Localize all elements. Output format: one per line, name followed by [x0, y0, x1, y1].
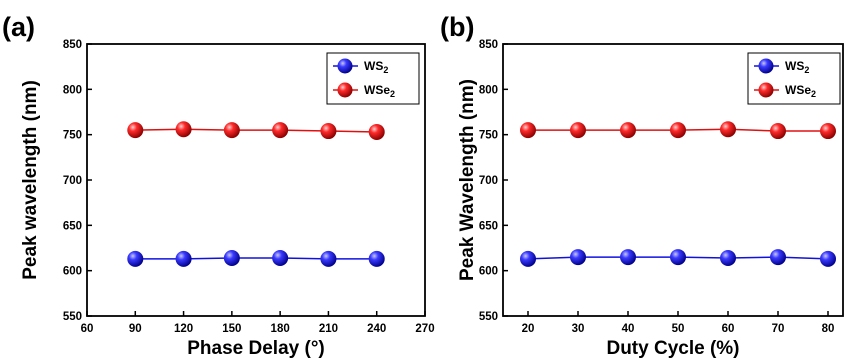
x-tick-label: 150 — [222, 323, 241, 335]
legend-b: WS2 WSe2 — [747, 52, 841, 105]
data-point-wse2 — [127, 122, 144, 139]
legend-marker-wse2-a — [337, 82, 353, 98]
x-tick-label: 60 — [81, 323, 94, 335]
y-tick-label: 850 — [479, 39, 498, 51]
y-tick-label: 700 — [63, 175, 82, 187]
x-ticks-b: 20 30 40 50 60 70 80 — [522, 311, 835, 335]
data-point-ws2 — [770, 249, 786, 266]
data-point-ws2 — [272, 249, 289, 266]
y-tick-label: 650 — [63, 220, 82, 232]
data-point-ws2 — [175, 250, 192, 267]
data-point-wse2 — [770, 123, 786, 140]
x-tick-label: 120 — [174, 323, 193, 335]
data-point-ws2 — [670, 249, 686, 266]
x-tick-label: 80 — [822, 323, 835, 335]
data-point-ws2 — [320, 250, 337, 267]
data-point-wse2 — [368, 123, 385, 140]
data-point-ws2 — [127, 250, 144, 267]
data-point-wse2 — [670, 122, 686, 139]
data-point-wse2 — [320, 123, 337, 140]
panel-label-b: (b) — [440, 12, 474, 42]
data-point-wse2 — [272, 122, 289, 139]
x-axis-title-a: Phase Delay (°) — [187, 338, 325, 359]
y-tick-label: 700 — [479, 175, 498, 187]
x-tick-label: 90 — [129, 323, 142, 335]
chart-panel-b: (b) 20 30 40 50 60 70 80 550 600 650 700 750 800 850… — [440, 12, 844, 359]
data-point-wse2 — [620, 122, 636, 139]
x-tick-label: 40 — [622, 323, 635, 335]
y-ticks-b: 550 600 650 700 750 800 850 — [479, 39, 508, 323]
y-axis-title-b: Peak Wavelength (nm) — [457, 79, 478, 281]
y-tick-label: 800 — [479, 84, 498, 96]
y-tick-label: 600 — [63, 266, 82, 278]
y-tick-label: 650 — [479, 220, 498, 232]
y-tick-label: 850 — [63, 39, 82, 51]
x-tick-label: 30 — [572, 323, 585, 335]
x-tick-label: 70 — [772, 323, 785, 335]
data-point-ws2 — [820, 250, 836, 267]
x-tick-label: 270 — [415, 323, 434, 335]
series-lines-b — [527, 128, 829, 260]
legend-a: WS2 WSe2 — [326, 52, 420, 105]
legend-label-ws2-b: WS2 — [785, 59, 809, 75]
data-point-ws2 — [223, 249, 240, 266]
data-point-ws2 — [520, 250, 536, 267]
panel-label-a: (a) — [2, 12, 35, 42]
y-ticks-a: 550 600 650 700 750 800 850 — [63, 39, 92, 323]
legend-marker-ws2-a — [337, 58, 353, 74]
x-tick-label: 240 — [367, 323, 386, 335]
data-points-b — [520, 121, 836, 267]
data-point-ws2 — [720, 249, 736, 266]
series-line-ws2 — [135, 257, 377, 260]
legend-label-wse2-a: WSe2 — [364, 83, 395, 99]
data-point-wse2 — [520, 122, 536, 139]
x-tick-label: 20 — [522, 323, 535, 335]
legend-marker-wse2-b — [758, 82, 774, 98]
x-tick-label: 210 — [319, 323, 338, 335]
data-point-ws2 — [368, 250, 385, 267]
data-point-wse2 — [570, 122, 586, 139]
y-tick-label: 550 — [479, 311, 498, 323]
data-point-ws2 — [620, 249, 636, 266]
x-tick-label: 180 — [271, 323, 290, 335]
x-tick-label: 50 — [672, 323, 685, 335]
data-point-wse2 — [820, 123, 836, 140]
legend-marker-ws2-b — [758, 58, 774, 74]
y-tick-label: 600 — [479, 266, 498, 278]
series-line-wse2 — [135, 128, 377, 133]
y-axis-title-a: Peak wavelength (nm) — [20, 80, 41, 280]
legend-label-wse2-b: WSe2 — [785, 83, 816, 99]
x-axis-title-b: Duty Cycle (%) — [606, 338, 739, 359]
data-point-wse2 — [175, 121, 192, 138]
chart-panel-a: (a) 60 90 120 150 180 210 240 270 550 600 650 700 7… — [2, 12, 435, 359]
y-tick-label: 750 — [63, 130, 82, 142]
x-ticks-a: 60 90 120 150 180 210 240 270 — [81, 311, 435, 335]
data-point-wse2 — [720, 121, 736, 138]
data-point-ws2 — [570, 249, 586, 266]
y-tick-label: 550 — [63, 311, 82, 323]
series-lines-a — [135, 128, 377, 260]
data-point-wse2 — [223, 122, 240, 139]
legend-label-ws2-a: WS2 — [364, 59, 388, 75]
x-tick-label: 60 — [722, 323, 735, 335]
data-points-a — [127, 121, 385, 267]
y-tick-label: 750 — [479, 130, 498, 142]
y-tick-label: 800 — [63, 84, 82, 96]
